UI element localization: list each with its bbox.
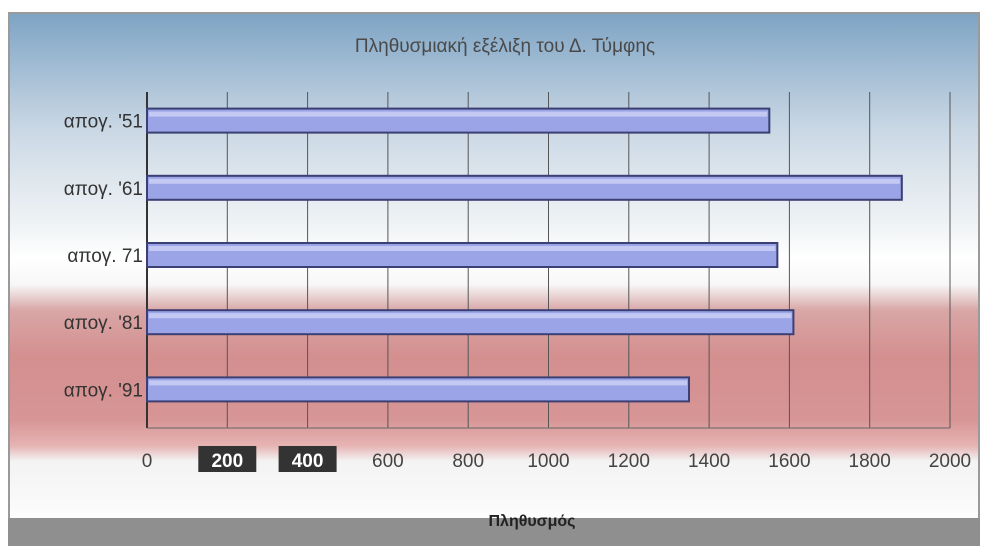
x-tick-label: 400 [292, 451, 324, 472]
bar-highlight [149, 178, 900, 184]
x-tick-label: 600 [372, 451, 404, 472]
x-tick-label: 1400 [688, 451, 730, 472]
category-label: απογ. '51 [64, 112, 143, 133]
x-tick-label: 800 [452, 451, 484, 472]
bar-highlight [149, 246, 776, 251]
x-axis-label: Πληθυσμός [488, 513, 575, 530]
x-tick-label: 1200 [608, 451, 650, 472]
tick-highlight [198, 446, 257, 472]
chart-title: Πληθυσμιακή εξέλιξη του Δ. Τύμφης [355, 36, 655, 57]
category-labels: απογ. '51 απογ. '61 απογ. 71 απογ. '81 απογ.… [64, 112, 143, 402]
tick-highlight [278, 446, 337, 472]
bars [146, 107, 903, 403]
bar-highlight [149, 111, 768, 117]
bar-highlight [149, 380, 688, 386]
x-tick-labels: 0 200 400 600 800 1000 1200 1400 1600 1800 2000 [142, 446, 971, 472]
category-label: απογ. 71 [67, 246, 143, 267]
frame-bottom-strip [8, 518, 980, 546]
x-tick-label: 1600 [768, 451, 810, 472]
category-label: απογ. '61 [64, 179, 143, 200]
category-label: απογ. '81 [64, 313, 143, 334]
x-tick-label: 0 [142, 451, 153, 472]
bar-highlight [149, 313, 792, 319]
x-tick-label: 1000 [527, 451, 569, 472]
x-tick-label: 2000 [929, 451, 971, 472]
x-tick-label: 1800 [849, 451, 891, 472]
category-label: απογ. '91 [64, 380, 143, 401]
chart-frame [8, 12, 980, 536]
x-tick-label: 200 [211, 451, 243, 472]
